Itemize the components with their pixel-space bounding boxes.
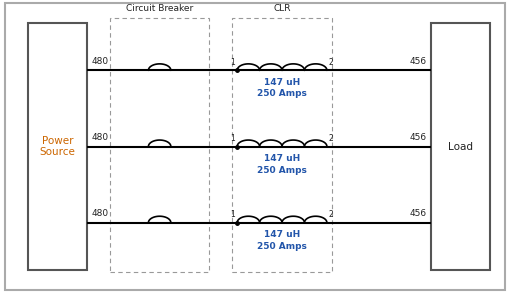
Text: 480: 480 (92, 209, 109, 218)
Bar (430, 23, 489, 270)
Text: 1: 1 (230, 134, 235, 143)
Text: 456: 456 (409, 133, 426, 142)
Text: CLR: CLR (272, 4, 290, 13)
Text: 456: 456 (409, 57, 426, 66)
Bar (109, 18, 209, 272)
Text: 456: 456 (409, 209, 426, 218)
Text: 480: 480 (92, 133, 109, 142)
Text: 147 uH: 147 uH (263, 78, 300, 87)
Text: 250 Amps: 250 Amps (257, 242, 306, 251)
Text: 147 uH: 147 uH (263, 230, 300, 239)
Text: 2: 2 (328, 210, 333, 219)
Text: 1: 1 (230, 58, 235, 67)
Text: Circuit Breaker: Circuit Breaker (126, 4, 192, 13)
Text: Load: Load (447, 142, 472, 151)
Bar (232, 18, 331, 272)
Text: 250 Amps: 250 Amps (257, 166, 306, 175)
Text: Power
Source: Power Source (39, 136, 75, 157)
Text: 2: 2 (328, 134, 333, 143)
Text: 1: 1 (230, 210, 235, 219)
Text: 480: 480 (92, 57, 109, 66)
Text: 250 Amps: 250 Amps (257, 89, 306, 98)
Text: 2: 2 (328, 58, 333, 67)
Bar (28, 23, 87, 270)
Text: 147 uH: 147 uH (263, 154, 300, 163)
